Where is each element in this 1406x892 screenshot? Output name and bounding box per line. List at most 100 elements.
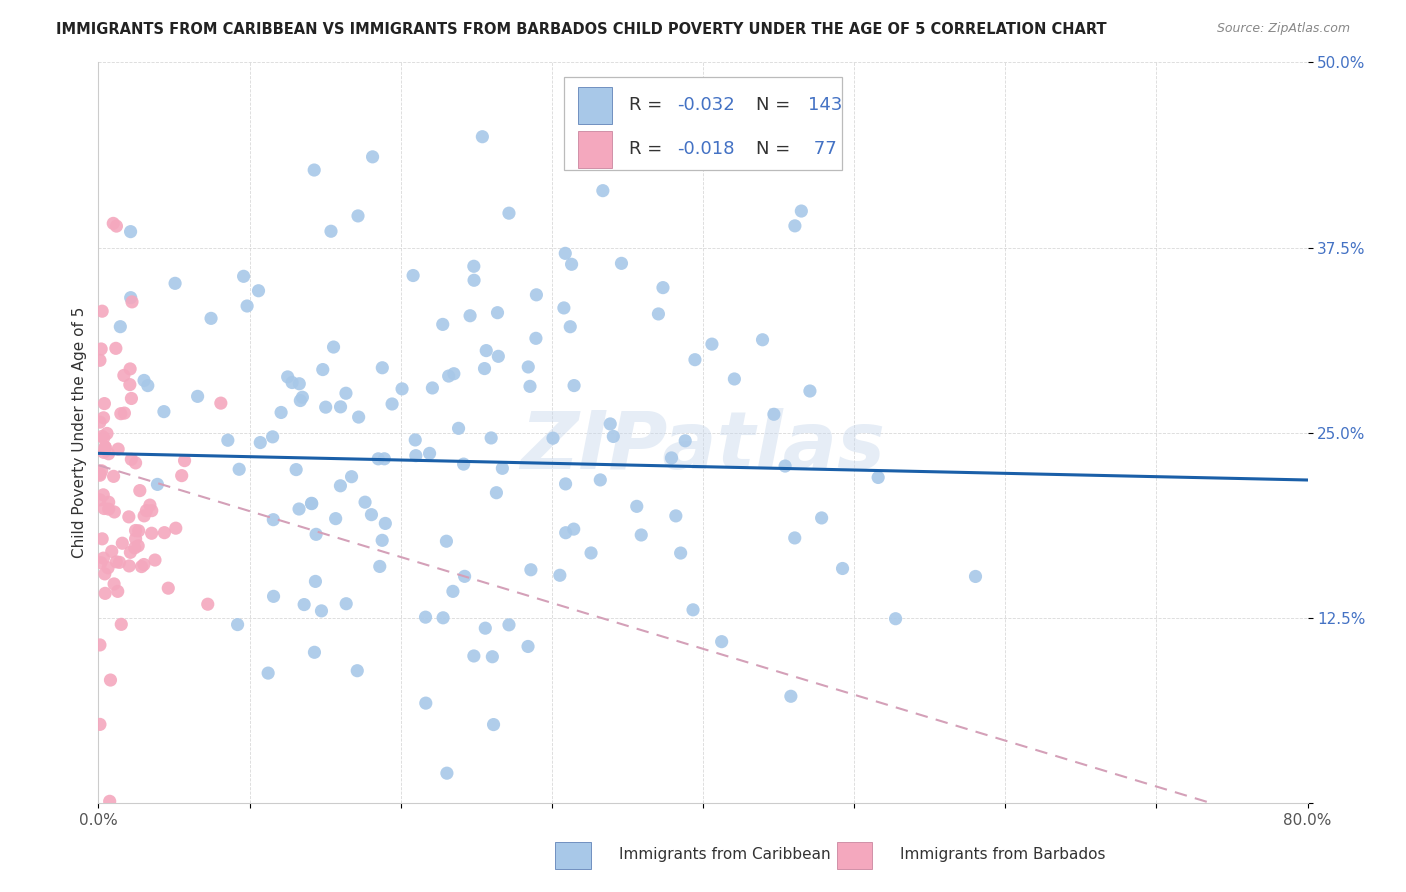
Point bbox=[453, 569, 475, 583]
Point bbox=[91, 532, 114, 546]
Point bbox=[292, 598, 315, 612]
Point bbox=[322, 340, 344, 354]
Text: R =: R = bbox=[630, 96, 668, 114]
Point bbox=[682, 603, 704, 617]
Point bbox=[146, 477, 169, 491]
Point bbox=[868, 470, 890, 484]
Point bbox=[311, 604, 333, 618]
Point bbox=[312, 362, 335, 376]
Point bbox=[553, 301, 575, 315]
Point bbox=[683, 352, 706, 367]
Point bbox=[100, 544, 122, 558]
Point bbox=[319, 224, 342, 238]
Point bbox=[141, 526, 163, 541]
Point bbox=[346, 664, 368, 678]
Point bbox=[120, 362, 142, 376]
Point bbox=[93, 396, 115, 410]
Point bbox=[153, 404, 176, 418]
Point bbox=[127, 539, 149, 553]
Point bbox=[599, 417, 621, 431]
Point bbox=[669, 546, 692, 560]
Point bbox=[120, 452, 142, 467]
Point bbox=[304, 645, 326, 659]
Point bbox=[436, 534, 458, 549]
Point bbox=[91, 304, 114, 318]
Point bbox=[630, 528, 652, 542]
Point bbox=[236, 299, 259, 313]
Point bbox=[110, 319, 132, 334]
Point bbox=[402, 268, 425, 283]
Point bbox=[790, 204, 813, 219]
Point bbox=[110, 407, 132, 421]
Point bbox=[485, 485, 508, 500]
Point bbox=[447, 421, 470, 435]
Point bbox=[118, 509, 141, 524]
Point bbox=[263, 590, 285, 604]
Bar bbox=[564, 78, 842, 169]
Point bbox=[288, 376, 311, 391]
Point bbox=[112, 368, 135, 383]
Point bbox=[479, 431, 502, 445]
Point bbox=[94, 440, 117, 454]
Point bbox=[562, 522, 585, 536]
Point bbox=[143, 553, 166, 567]
Point bbox=[773, 458, 796, 473]
Point bbox=[93, 431, 115, 445]
Point bbox=[301, 497, 323, 511]
Text: -0.018: -0.018 bbox=[678, 140, 735, 159]
Point bbox=[415, 696, 437, 710]
Point bbox=[592, 184, 614, 198]
Point bbox=[89, 468, 111, 483]
Point bbox=[170, 468, 193, 483]
Text: ZIPatlas: ZIPatlas bbox=[520, 409, 886, 486]
Point bbox=[281, 376, 304, 390]
Point bbox=[486, 306, 509, 320]
Point bbox=[810, 511, 832, 525]
Point bbox=[173, 453, 195, 467]
Point bbox=[93, 445, 115, 459]
Point bbox=[124, 524, 146, 538]
Point bbox=[112, 406, 135, 420]
Point bbox=[108, 555, 131, 569]
Point bbox=[347, 410, 370, 425]
Point bbox=[90, 556, 112, 570]
Point bbox=[232, 269, 254, 284]
Point bbox=[381, 397, 404, 411]
Point bbox=[831, 561, 853, 575]
Point bbox=[463, 648, 485, 663]
Point bbox=[453, 457, 475, 471]
Point bbox=[541, 431, 564, 445]
Point bbox=[474, 361, 496, 376]
Point bbox=[783, 219, 806, 233]
Point bbox=[361, 150, 384, 164]
Point bbox=[335, 386, 357, 401]
Point bbox=[89, 717, 111, 731]
Point bbox=[519, 379, 541, 393]
Point bbox=[90, 464, 112, 478]
Point bbox=[103, 577, 125, 591]
Bar bbox=[578, 131, 613, 168]
Point bbox=[228, 462, 250, 476]
Point bbox=[89, 492, 111, 507]
Point bbox=[432, 611, 454, 625]
Point bbox=[673, 434, 696, 448]
Point bbox=[340, 469, 363, 483]
Point bbox=[209, 396, 232, 410]
Point bbox=[626, 500, 648, 514]
Point bbox=[124, 541, 146, 555]
Point bbox=[610, 256, 633, 270]
Point bbox=[93, 410, 115, 425]
Text: Source: ZipAtlas.com: Source: ZipAtlas.com bbox=[1216, 22, 1350, 36]
Point bbox=[135, 503, 157, 517]
Point bbox=[187, 389, 209, 403]
Point bbox=[111, 536, 134, 550]
Point bbox=[249, 435, 271, 450]
Point bbox=[97, 502, 120, 516]
Point bbox=[481, 649, 503, 664]
Point bbox=[779, 690, 801, 704]
Point bbox=[141, 503, 163, 517]
Point bbox=[517, 640, 540, 654]
Point bbox=[90, 342, 112, 356]
Point bbox=[799, 384, 821, 398]
Point bbox=[93, 501, 115, 516]
